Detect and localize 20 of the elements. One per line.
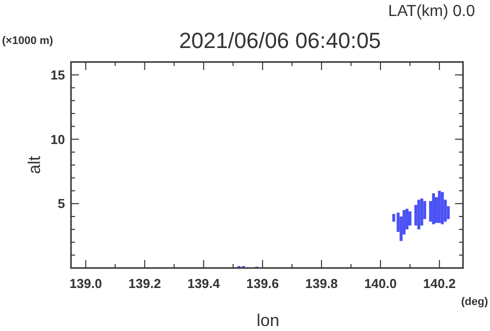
text: (×1000 m) xyxy=(2,35,54,47)
x-tick-label: 139.6 xyxy=(246,276,279,291)
text: (deg) xyxy=(461,296,488,308)
y-tick-label: 15 xyxy=(50,67,65,82)
bar xyxy=(432,193,435,224)
y-axis-title: alt xyxy=(25,156,44,174)
bar xyxy=(417,200,420,230)
x-tick-label: 139.2 xyxy=(128,276,161,291)
y-tick-label: 5 xyxy=(58,196,65,212)
bar xyxy=(440,192,444,224)
chart-title: 2021/06/06 06:40:05 xyxy=(179,28,381,53)
x-tick-label: 139.4 xyxy=(187,276,221,291)
x-tick-label: 140.2 xyxy=(423,276,456,291)
bar xyxy=(408,211,412,226)
x-tick-label: 140.0 xyxy=(364,276,397,291)
x-axis-title: lon xyxy=(256,311,280,330)
y-tick-label: 10 xyxy=(50,132,65,147)
x-tick-label: 139.0 xyxy=(69,276,102,291)
x-tick-label: 139.8 xyxy=(305,276,338,291)
text: LAT(km) 0.0 xyxy=(388,3,476,20)
